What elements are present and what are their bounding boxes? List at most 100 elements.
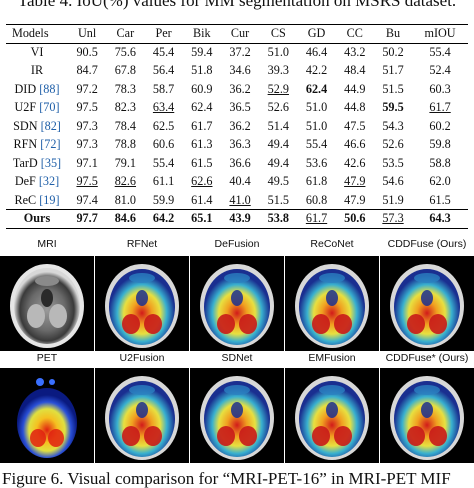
table-cell: 51.4 bbox=[267, 118, 289, 133]
table-cell: 52.9 bbox=[267, 81, 289, 96]
table-cell: 60.9 bbox=[191, 81, 213, 96]
column-header: GD bbox=[307, 26, 326, 41]
table-cell: 36.6 bbox=[229, 155, 251, 170]
model-label: Ours bbox=[23, 211, 51, 226]
column-header: Car bbox=[116, 26, 135, 41]
table-cell: 97.3 bbox=[76, 137, 98, 152]
table-row: SDN [82] 97.3 78.4 62.5 61.7 36.2 51.4 51.0 47.5… bbox=[6, 117, 468, 136]
table-row: ReC [19] 97.4 81.0 59.9 61.4 41.0 51.5 60.8 47.9… bbox=[6, 191, 468, 210]
table-cell: 53.6 bbox=[305, 155, 328, 170]
panel-label: PET bbox=[36, 352, 58, 364]
table-cell: 97.5 bbox=[76, 100, 98, 115]
table-cell: 51.0 bbox=[305, 100, 328, 115]
column-header: Cur bbox=[230, 26, 250, 41]
citation-link[interactable]: [70] bbox=[36, 100, 60, 115]
table-caption: Table 4. IoU(%) values for MM segmentati… bbox=[17, 0, 457, 10]
table-cell: 64.2 bbox=[152, 211, 175, 226]
fused-brain-image bbox=[285, 256, 379, 351]
table-row: IR 84.7 67.8 56.4 51.8 34.6 39.3 42.2 48.4 51.7 52… bbox=[6, 62, 468, 81]
table-cell: 97.3 bbox=[76, 118, 98, 133]
model-label: IR bbox=[30, 63, 44, 78]
table-cell: 61.1 bbox=[152, 174, 175, 189]
table-cell: 62.6 bbox=[191, 174, 213, 189]
citation-link[interactable]: [32] bbox=[35, 174, 60, 189]
table-cell: 63.4 bbox=[152, 100, 175, 115]
fused-brain-image bbox=[380, 256, 474, 351]
model-name: DeF [32] bbox=[6, 173, 68, 192]
table-cell: 51.0 bbox=[305, 118, 328, 133]
model-label: U2F bbox=[14, 100, 37, 115]
table-cell: 50.6 bbox=[344, 211, 366, 226]
citation-link[interactable]: [35] bbox=[37, 155, 62, 170]
table-row: DeF [32] 97.5 82.6 61.1 62.6 40.4 49.5 61.8 47.9… bbox=[6, 173, 468, 192]
table-cell: 58.8 bbox=[429, 155, 451, 170]
pet-image bbox=[0, 368, 94, 463]
mri-image bbox=[0, 256, 94, 351]
table-cell: 97.4 bbox=[76, 192, 98, 207]
table-cell: 56.4 bbox=[152, 63, 175, 78]
table-row: U2F [70] 97.5 82.3 63.4 62.4 36.5 52.6 51.0 44.8… bbox=[6, 99, 468, 118]
table-row: DID [88] 97.2 78.3 58.7 60.9 36.2 52.9 62.4 44.9… bbox=[6, 80, 468, 99]
panel-label: CDDFuse (Ours) bbox=[387, 238, 467, 250]
fused-brain-image bbox=[95, 256, 189, 351]
table-cell: 67.8 bbox=[114, 63, 137, 78]
panel-label: RFNet bbox=[126, 238, 158, 250]
table-cell: 46.6 bbox=[344, 137, 366, 152]
column-header: Unl bbox=[77, 26, 97, 41]
panel-label: ReCoNet bbox=[310, 238, 354, 250]
table-cell: 47.5 bbox=[344, 118, 366, 133]
table-cell: 65.1 bbox=[191, 211, 213, 226]
column-header: CC bbox=[346, 26, 363, 41]
table-cell: 44.8 bbox=[344, 100, 366, 115]
table-cell: 51.7 bbox=[382, 63, 404, 78]
table-cell: 43.9 bbox=[229, 211, 251, 226]
fused-brain-image bbox=[95, 368, 189, 463]
table-row: TarD [35] 97.1 79.1 55.4 61.5 36.6 49.4 53.6 42.… bbox=[6, 154, 468, 173]
table-cell: 97.7 bbox=[76, 211, 98, 226]
table-cell: 62.5 bbox=[152, 118, 175, 133]
table-cell: 59.4 bbox=[191, 45, 213, 59]
model-name: SDN [82] bbox=[6, 117, 68, 136]
citation-link[interactable]: [72] bbox=[37, 137, 61, 152]
table-cell: 36.5 bbox=[229, 100, 251, 115]
table-cell: 36.2 bbox=[229, 81, 251, 96]
table-cell: 57.3 bbox=[382, 211, 404, 226]
panel-label: CDDFuse* (Ours) bbox=[385, 352, 469, 364]
model-label: SDN bbox=[13, 118, 38, 133]
table-cell: 53.5 bbox=[382, 155, 404, 170]
model-name: DID [88] bbox=[6, 80, 68, 99]
table-cell: 61.5 bbox=[191, 155, 213, 170]
citation-link[interactable]: [88] bbox=[36, 81, 60, 96]
table-cell: 36.3 bbox=[229, 137, 251, 152]
table-header-row: Models Unl Car Per Bik Cur CS GD CC Bu mIOU bbox=[6, 24, 468, 43]
table-cell: 97.2 bbox=[76, 81, 98, 96]
table-cell: 61.5 bbox=[429, 192, 451, 207]
table-cell: 51.8 bbox=[191, 63, 213, 78]
table-cell: 90.5 bbox=[76, 45, 98, 59]
fused-brain-image bbox=[190, 256, 284, 351]
model-name: VI bbox=[6, 43, 68, 62]
table-cell: 48.4 bbox=[344, 63, 366, 78]
table-cell: 62.0 bbox=[429, 174, 451, 189]
table-cell: 43.2 bbox=[344, 45, 366, 59]
table-cell: 51.9 bbox=[382, 192, 404, 207]
table-cell: 51.5 bbox=[267, 192, 289, 207]
model-label: RFN bbox=[13, 137, 38, 152]
table-cell: 61.7 bbox=[429, 100, 451, 115]
table-cell: 42.2 bbox=[305, 63, 328, 78]
table-cell: 82.3 bbox=[114, 100, 137, 115]
column-header: Bu bbox=[385, 26, 401, 41]
figure-caption: Figure 6. Visual comparison for “MRI-PET… bbox=[2, 469, 451, 488]
table-cell: 61.3 bbox=[191, 137, 213, 152]
table-cell: 47.9 bbox=[344, 174, 366, 189]
column-header: Per bbox=[155, 26, 172, 41]
table-cell: 55.4 bbox=[152, 155, 175, 170]
column-header: CS bbox=[270, 26, 286, 41]
table-cell: 39.3 bbox=[267, 63, 289, 78]
table-cell: 52.4 bbox=[429, 63, 451, 78]
citation-link[interactable]: [82] bbox=[37, 118, 61, 133]
table-cell: 64.3 bbox=[429, 211, 451, 226]
fused-brain-image bbox=[285, 368, 379, 463]
model-label: DeF bbox=[14, 174, 36, 189]
citation-link[interactable]: [19] bbox=[36, 192, 60, 207]
